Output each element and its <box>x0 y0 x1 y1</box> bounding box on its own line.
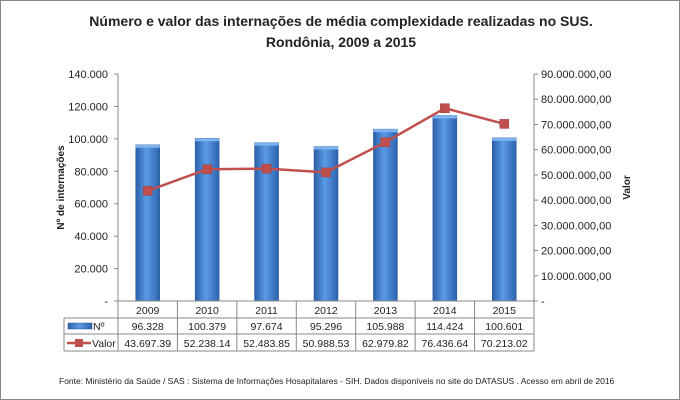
bar-2010 <box>194 137 220 302</box>
right-tick-label: 10.000.000,00 <box>541 271 611 283</box>
left-tick-label: 100.000 <box>68 134 108 146</box>
valor-marker-2009 <box>142 186 153 196</box>
left-tick-label: 80.000 <box>74 166 108 178</box>
valor-marker-2013 <box>380 137 391 147</box>
table-year-2013: 2013 <box>374 305 398 317</box>
legend-bar-swatch <box>67 322 93 330</box>
legend-n-label: Nº <box>93 321 105 333</box>
right-axis-title: Valor <box>622 175 633 200</box>
bar-top-2012 <box>314 146 338 150</box>
right-tick-label: 30.000.000,00 <box>541 220 611 232</box>
right-tick-label: 80.000.000,00 <box>541 94 611 106</box>
bar-top-2010 <box>195 138 220 142</box>
left-tick-label: 40.000 <box>74 231 108 243</box>
right-tick-label: 40.000.000,00 <box>541 195 611 207</box>
left-tick-label: 140.000 <box>68 69 108 81</box>
legend-line-marker <box>75 339 83 347</box>
table-year-2011: 2011 <box>255 305 278 317</box>
table-valor-2010: 52.238.14 <box>184 338 231 350</box>
table-year-2010: 2010 <box>195 305 219 317</box>
valor-marker-2014 <box>440 103 450 113</box>
table-year-2015: 2015 <box>493 305 517 317</box>
valor-marker-2011 <box>261 163 272 174</box>
table-n-2009: 96.328 <box>132 321 164 333</box>
left-tick-label: 120.000 <box>68 101 108 113</box>
right-tick-label: - <box>541 296 545 308</box>
table-valor-2011: 52.483.85 <box>243 338 290 350</box>
table-valor-2009: 43.697.39 <box>124 338 171 350</box>
bar-2014 <box>432 115 458 302</box>
bar-2009 <box>135 144 160 302</box>
bar-top-2009 <box>135 144 160 148</box>
right-tick-label: 50.000.000,00 <box>541 170 611 182</box>
right-tick-label: 60.000.000,00 <box>541 145 611 157</box>
table-n-2015: 100.601 <box>485 321 523 333</box>
bar-top-2013 <box>373 129 398 133</box>
right-tick-label: 70.000.000,00 <box>541 119 611 131</box>
valor-marker-2012 <box>321 167 331 178</box>
bar-2013 <box>373 128 398 302</box>
source-footnote: Fonte: Ministério da Saúde / SAS : Siste… <box>59 376 615 386</box>
bar-top-2011 <box>254 142 279 146</box>
bar-2015 <box>492 137 517 302</box>
table-n-2013: 105.988 <box>366 321 404 333</box>
legend-valor-label: Valor <box>92 338 116 350</box>
table-year-2009: 2009 <box>136 305 160 317</box>
left-tick-label: - <box>104 296 108 308</box>
table-valor-2013: 62.979.82 <box>362 338 409 350</box>
bar-top-2015 <box>492 137 517 141</box>
table-valor-2012: 50.988.53 <box>303 338 350 350</box>
bar-top-2014 <box>432 115 457 119</box>
table-valor-2015: 70.213.02 <box>481 338 528 350</box>
table-n-2011: 97.674 <box>251 321 283 333</box>
valor-marker-2015 <box>499 119 510 129</box>
table-n-2012: 95.296 <box>310 321 342 333</box>
table-valor-2014: 76.436.64 <box>421 338 468 350</box>
table-n-2014: 114.424 <box>426 321 463 333</box>
valor-marker-2010 <box>202 164 212 174</box>
left-tick-label: 60.000 <box>74 199 108 211</box>
table-year-2014: 2014 <box>433 305 457 317</box>
chart-title-line-2: Rondônia, 2009 a 2015 <box>265 34 417 50</box>
left-axis-title: Nº de internações <box>56 145 67 230</box>
chart-title-line-1: Número e valor das internações de média … <box>89 13 593 29</box>
table-year-2012: 2012 <box>314 305 338 317</box>
right-tick-label: 20.000.000,00 <box>541 246 611 258</box>
left-tick-label: 20.000 <box>74 264 108 276</box>
table-n-2010: 100.379 <box>188 321 226 333</box>
right-tick-label: 90.000.000,00 <box>541 69 611 81</box>
